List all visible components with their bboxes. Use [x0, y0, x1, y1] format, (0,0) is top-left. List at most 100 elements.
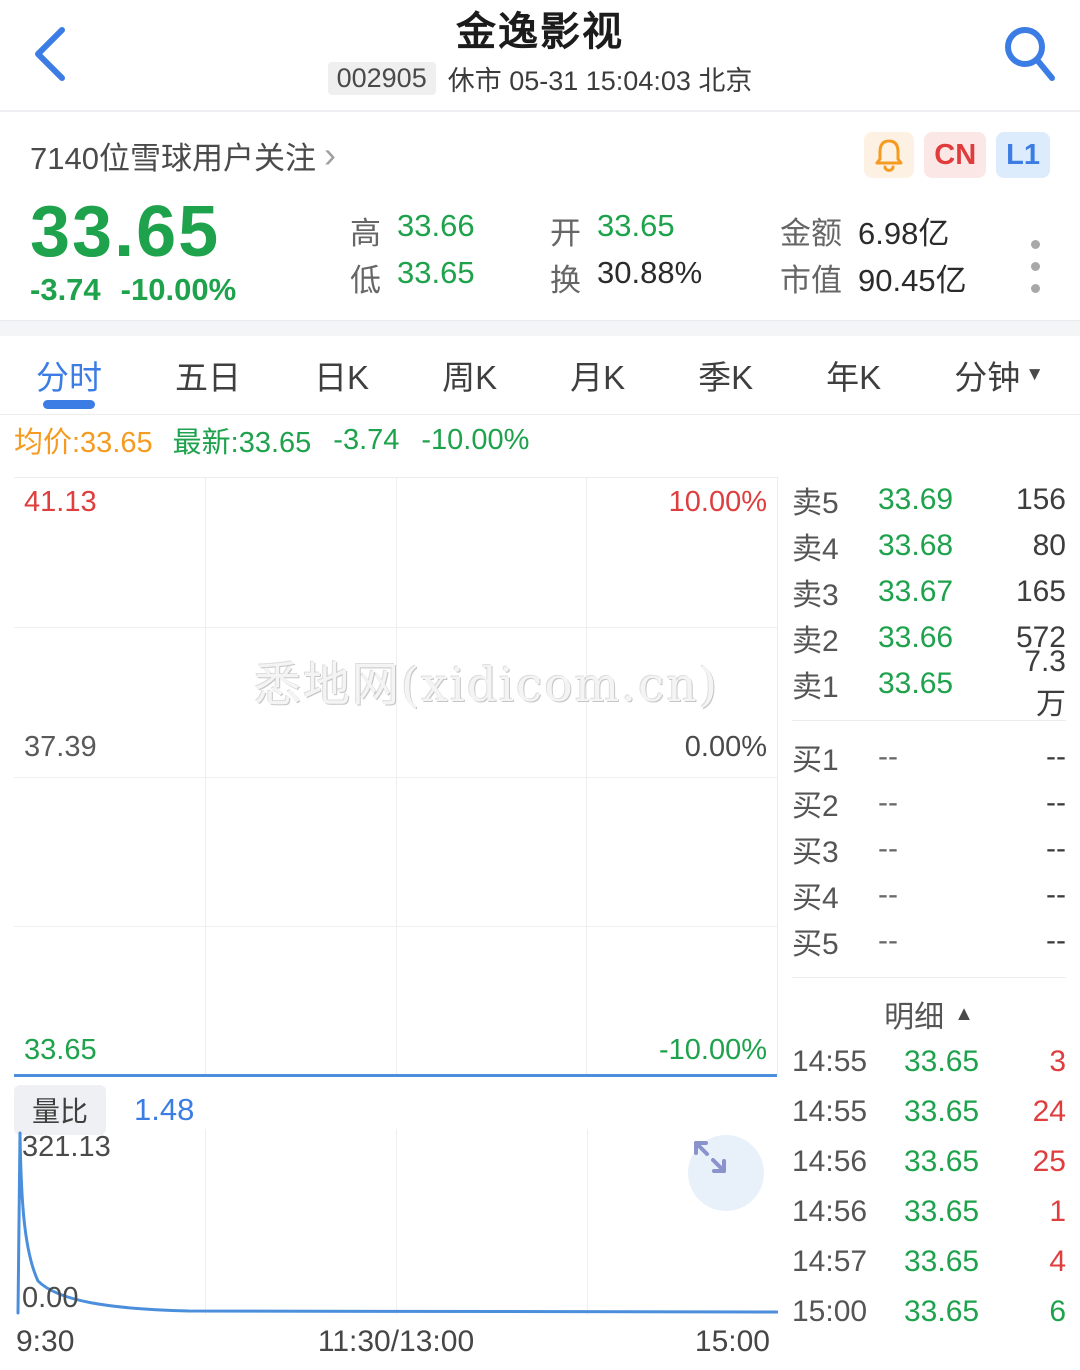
sell-row-3[interactable]: 卖3 33.67 165 [792, 569, 1066, 615]
stat-high: 高 33.66 [350, 208, 550, 253]
app-header: 金逸影视 002905 休市 05-31 15:04:03 北京 [0, 0, 1080, 112]
caret-up-icon: ▲ [954, 1002, 974, 1025]
watermark-text: 悉地网(xidicom.cn) [254, 658, 720, 713]
quote-stats: 高 33.66 低 33.65 开 33.65 换 30.88% 金额 6.98… [350, 198, 1050, 320]
trade-price: 33.65 [904, 1095, 980, 1128]
tab-label: 分时 [36, 359, 102, 396]
tab-label: 季K [698, 359, 754, 396]
order-price: 33.68 [878, 529, 954, 562]
order-level-label: 卖2 [792, 625, 839, 658]
tab-quarterly-k[interactable]: 季K [698, 336, 753, 414]
gridline [14, 925, 777, 927]
back-chevron-icon [35, 27, 65, 81]
trade-row: 14:56 33.65 25 [792, 1137, 1066, 1187]
stat-turnover-rate: 换 30.88% [550, 255, 780, 300]
chart-area: 悉地网(xidicom.cn) 41.13 10.00% 37.39 0.00%… [0, 465, 1080, 1370]
tab-yearly-k[interactable]: 年K [826, 336, 881, 414]
trade-price: 33.65 [904, 1045, 980, 1078]
price-change: -3.74 -10.00% [30, 272, 350, 308]
current-price: 33.65 [30, 192, 221, 272]
quote-section: 33.65 -3.74 -10.00% 高 33.66 低 33.65 开 33… [0, 192, 1080, 320]
alert-bell-button[interactable] [864, 132, 915, 178]
order-volume: -- [1046, 832, 1066, 865]
axis-tick-open: 9:30 [16, 1325, 75, 1358]
stock-title: 金逸影视 [456, 10, 624, 54]
trade-time: 14:55 [792, 1095, 868, 1128]
trade-volume: 25 [1032, 1145, 1066, 1178]
sell-row-4[interactable]: 卖4 33.68 80 [792, 523, 1066, 569]
order-price: 33.67 [878, 575, 954, 608]
sell-row-5[interactable]: 卖5 33.69 156 [792, 477, 1066, 523]
stock-subtitle: 002905 休市 05-31 15:04:03 北京 [0, 59, 1080, 98]
stock-code-badge: 002905 [327, 62, 436, 95]
stat-value: 6.98亿 [858, 216, 950, 251]
order-volume: -- [1046, 878, 1066, 911]
stat-market-cap: 市值 90.45亿 [780, 255, 967, 300]
order-level-label: 买1 [792, 744, 839, 777]
back-button[interactable] [26, 22, 78, 86]
order-level-label: 卖4 [792, 533, 839, 566]
gridline [396, 1129, 397, 1315]
divider [792, 720, 1066, 721]
search-button[interactable] [998, 20, 1060, 86]
volume-ratio-chart[interactable]: 321.13 0.00 [14, 1129, 778, 1315]
trade-price: 33.65 [904, 1245, 980, 1278]
stat-value: 90.45亿 [858, 263, 967, 298]
order-price: -- [878, 878, 898, 911]
buy-row-3[interactable]: 买3 -- -- [792, 826, 1066, 872]
tab-label: 分钟 [954, 359, 1021, 396]
more-options-button[interactable] [1027, 236, 1044, 297]
search-icon [1005, 27, 1055, 81]
tab-daily-k[interactable]: 日K [314, 336, 369, 414]
stat-value: 33.66 [397, 208, 475, 243]
trade-detail-title: 明细 [884, 1001, 945, 1034]
tab-label: 月K [570, 359, 626, 396]
tab-five-day[interactable]: 五日 [175, 336, 241, 414]
volume-ratio-badge[interactable]: 量比 [14, 1085, 107, 1135]
follow-row: 7140位雪球用户关注 › CN L1 [0, 112, 1080, 198]
trade-price: 33.65 [904, 1145, 980, 1178]
price-block: 33.65 -3.74 -10.00% [30, 192, 350, 320]
l1-quote-badge[interactable]: L1 [996, 132, 1050, 178]
order-book-panel[interactable]: 卖5 33.69 156 卖4 33.68 80 卖3 33.67 165 卖2… [792, 477, 1066, 1337]
trade-volume: 1 [1049, 1195, 1066, 1228]
stat-label: 开 [550, 216, 581, 251]
order-price: 33.66 [878, 621, 954, 654]
trade-detail-toggle[interactable]: 明细 ▲ [792, 991, 1066, 1037]
kebab-dot [1031, 262, 1040, 271]
header-title-block: 金逸影视 002905 休市 05-31 15:04:03 北京 [0, 0, 1080, 98]
tab-minute[interactable]: 分时 [36, 336, 102, 414]
buy-row-4[interactable]: 买4 -- -- [792, 872, 1066, 918]
buy-row-5[interactable]: 买5 -- -- [792, 918, 1066, 964]
volume-ratio-line [16, 1131, 778, 1315]
sell-row-2[interactable]: 卖2 33.66 572 [792, 615, 1066, 661]
buy-row-1[interactable]: 买1 -- -- [792, 734, 1066, 780]
avg-price-text: 均价:33.65 [14, 427, 153, 459]
trade-row: 15:00 33.65 6 [792, 1287, 1066, 1337]
divider [792, 977, 1066, 978]
minute-price-chart[interactable]: 悉地网(xidicom.cn) 41.13 10.00% 37.39 0.00%… [14, 477, 778, 1077]
order-price: -- [878, 740, 898, 773]
trade-time: 14:56 [792, 1145, 868, 1178]
expand-chart-button[interactable] [688, 1135, 764, 1211]
tab-minutes-dropdown[interactable]: 分钟 ▼ [954, 336, 1044, 414]
sell-row-1[interactable]: 卖1 33.65 7.3万 [792, 645, 1066, 721]
stat-label: 换 [550, 263, 581, 298]
followers-text: 7140位雪球用户关注 [30, 140, 316, 176]
change-amount: -3.74 [30, 272, 101, 307]
tab-weekly-k[interactable]: 周K [442, 336, 497, 414]
followers-link[interactable]: 7140位雪球用户关注 › [30, 133, 336, 178]
order-level-label: 买4 [792, 882, 839, 915]
order-level-label: 买5 [792, 928, 839, 961]
buy-row-2[interactable]: 买2 -- -- [792, 780, 1066, 826]
order-level-label: 买3 [792, 836, 839, 869]
order-level-label: 卖5 [792, 487, 839, 520]
tab-monthly-k[interactable]: 月K [570, 336, 625, 414]
tab-label: 年K [826, 359, 882, 396]
tab-label: 五日 [175, 359, 242, 396]
stat-low: 低 33.65 [350, 255, 550, 300]
y-axis-min-pct: -10.00% [658, 1034, 767, 1066]
stat-label: 高 [350, 216, 381, 251]
caret-down-icon: ▼ [1025, 364, 1044, 385]
axis-tick-close: 15:00 [694, 1325, 770, 1358]
